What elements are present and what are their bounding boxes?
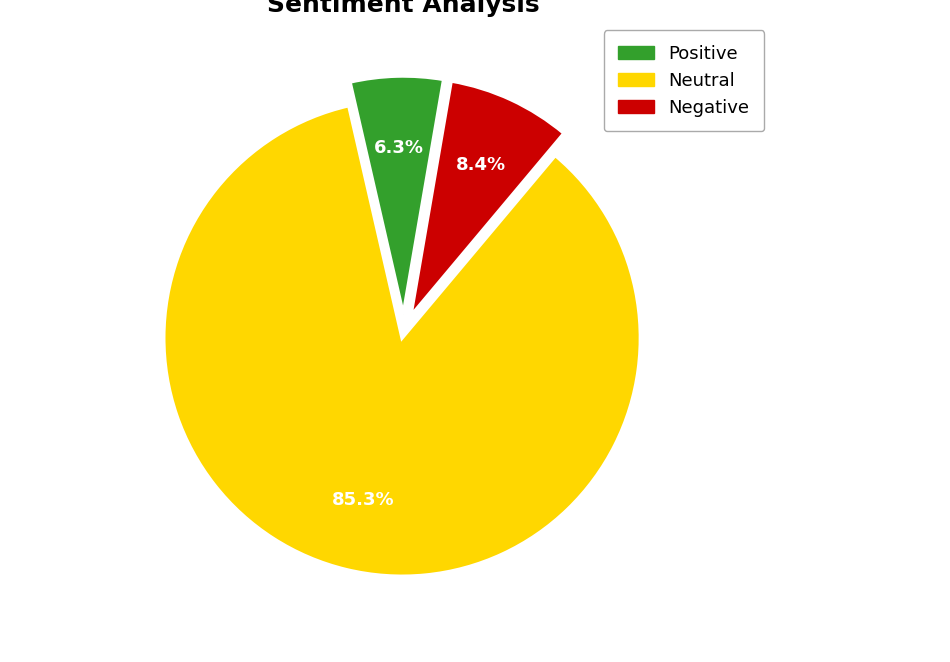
Text: 6.3%: 6.3%	[373, 138, 424, 157]
Wedge shape	[163, 106, 640, 576]
Wedge shape	[410, 81, 564, 316]
Text: 85.3%: 85.3%	[332, 491, 394, 509]
Wedge shape	[350, 76, 444, 314]
Legend: Positive, Neutral, Negative: Positive, Neutral, Negative	[603, 30, 764, 131]
Text: 8.4%: 8.4%	[456, 156, 506, 173]
Title: Sentiment Analysis: Sentiment Analysis	[268, 0, 540, 17]
